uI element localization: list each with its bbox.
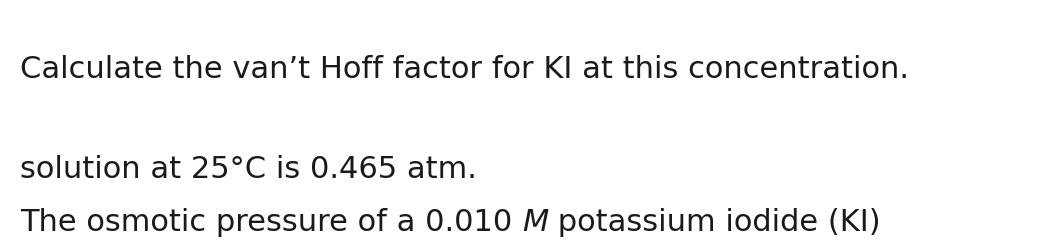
Text: M: M (522, 208, 549, 237)
Text: solution at 25°C is 0.465 atm.: solution at 25°C is 0.465 atm. (20, 155, 477, 184)
Text: The osmotic pressure of a 0.010: The osmotic pressure of a 0.010 (20, 208, 522, 237)
Text: Calculate the van’t Hoff factor for KI at this concentration.: Calculate the van’t Hoff factor for KI a… (20, 55, 909, 84)
Text: potassium iodide (KI): potassium iodide (KI) (549, 208, 880, 237)
